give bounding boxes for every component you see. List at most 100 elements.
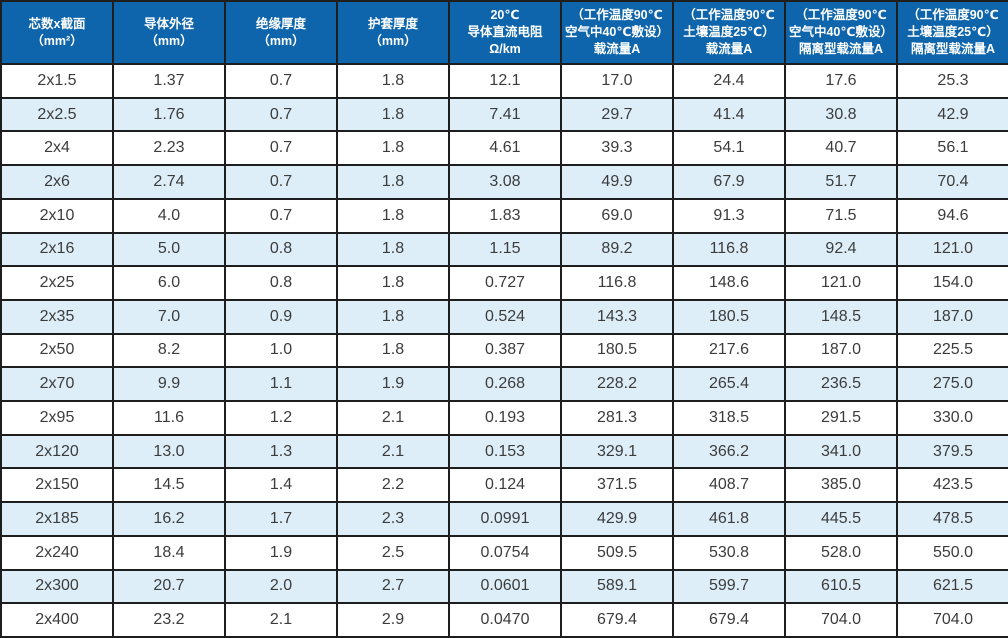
table-cell: 225.5 [896,332,1008,369]
table-cell: 330.0 [896,400,1008,436]
table-cell: 236.5 [784,366,898,403]
table-cell: 1.8 [336,298,450,335]
table-cell: 0.0754 [448,534,562,571]
table-row: 2x35 7.0 0.9 1.8 0.524 143.3 180.5 148.5 187.0 [0,298,1008,335]
column-header-cores-section: 芯数x截面 （mm²） [0,0,114,65]
row-size-cell: 2x185 [0,501,114,537]
table-cell: 0.0601 [448,568,562,605]
table-cell: 704.0 [896,602,1008,638]
table-cell: 1.2 [224,400,338,436]
table-cell: 1.4 [224,467,338,504]
table-cell: 228.2 [560,366,674,403]
table-row: 2x6 2.74 0.7 1.8 3.08 49.9 67.9 51.7 70.4 [0,164,1008,200]
table-cell: 54.1 [672,130,786,167]
table-cell: 1.1 [224,366,338,403]
table-cell: 17.0 [560,63,674,99]
column-header-dc-resistance: 20℃ 导体直流电阻 Ω/km [448,0,562,65]
table-row: 2x25 6.0 0.8 1.8 0.727 116.8 148.6 121.0 154.0 [0,265,1008,301]
table-cell: 121.0 [896,231,1008,268]
table-cell: 0.8 [224,265,338,301]
table-cell: 423.5 [896,467,1008,504]
table-cell: 0.7 [224,130,338,167]
row-size-cell: 2x150 [0,467,114,504]
table-cell: 265.4 [672,366,786,403]
table-cell: 0.7 [224,164,338,200]
table-cell: 49.9 [560,164,674,200]
row-size-cell: 2x35 [0,298,114,335]
table-cell: 2.74 [112,164,226,200]
table-cell: 4.61 [448,130,562,167]
table-cell: 13.0 [112,433,226,470]
table-cell: 0.0470 [448,602,562,638]
table-cell: 1.3 [224,433,338,470]
table-cell: 0.268 [448,366,562,403]
table-cell: 12.1 [448,63,562,99]
table-cell: 1.15 [448,231,562,268]
table-cell: 1.8 [336,63,450,99]
column-header-conductor-od: 导体外径 （mm） [112,0,226,65]
table-cell: 20.7 [112,568,226,605]
header-row: 芯数x截面 （mm²） 导体外径 （mm） 绝缘厚度 （mm） 护套厚度 （mm） 20℃ 导体直… [0,0,1008,65]
table-cell: 550.0 [896,534,1008,571]
table-cell: 56.1 [896,130,1008,167]
table-cell: 1.37 [112,63,226,99]
row-size-cell: 2x4 [0,130,114,167]
table-cell: 509.5 [560,534,674,571]
table-cell: 5.0 [112,231,226,268]
table-cell: 318.5 [672,400,786,436]
table-cell: 679.4 [672,602,786,638]
table-row: 2x1.5 1.37 0.7 1.8 12.1 17.0 24.4 17.6 25.3 [0,63,1008,99]
table-cell: 1.9 [336,366,450,403]
table-cell: 69.0 [560,197,674,234]
column-header-isolated-ampacity-air: （工作温度90℃ 空气中40℃敷设） 隔离型载流量A [784,0,898,65]
table-cell: 2.1 [336,400,450,436]
table-cell: 154.0 [896,265,1008,301]
row-size-cell: 2x70 [0,366,114,403]
table-row: 2x4 2.23 0.7 1.8 4.61 39.3 54.1 40.7 56.1 [0,130,1008,167]
table-cell: 2.23 [112,130,226,167]
table-cell: 18.4 [112,534,226,571]
table-cell: 16.2 [112,501,226,537]
row-size-cell: 2x240 [0,534,114,571]
table-cell: 143.3 [560,298,674,335]
table-row: 2x50 8.2 1.0 1.8 0.387 180.5 217.6 187.0 225.5 [0,332,1008,369]
table-cell: 40.7 [784,130,898,167]
table-cell: 51.7 [784,164,898,200]
table-row: 2x95 11.6 1.2 2.1 0.193 281.3 318.5 291.5 330.0 [0,400,1008,436]
table-cell: 621.5 [896,568,1008,605]
table-cell: 366.2 [672,433,786,470]
table-cell: 6.0 [112,265,226,301]
table-cell: 679.4 [560,602,674,638]
table-cell: 180.5 [560,332,674,369]
table-cell: 70.4 [896,164,1008,200]
table-cell: 121.0 [784,265,898,301]
table-cell: 0.9 [224,298,338,335]
table-cell: 9.9 [112,366,226,403]
table-cell: 29.7 [560,96,674,133]
table-cell: 610.5 [784,568,898,605]
table-cell: 2.7 [336,568,450,605]
table-cell: 67.9 [672,164,786,200]
table-cell: 1.76 [112,96,226,133]
table-cell: 0.7 [224,197,338,234]
table-cell: 2.2 [336,467,450,504]
table-cell: 187.0 [784,332,898,369]
table-row: 2x2.5 1.76 0.7 1.8 7.41 29.7 41.4 30.8 42.9 [0,96,1008,133]
table-cell: 116.8 [560,265,674,301]
table-cell: 704.0 [784,602,898,638]
table-cell: 0.7 [224,96,338,133]
table-cell: 478.5 [896,501,1008,537]
table-cell: 1.8 [336,130,450,167]
table-cell: 24.4 [672,63,786,99]
table-cell: 2.5 [336,534,450,571]
table-cell: 429.9 [560,501,674,537]
table-cell: 0.727 [448,265,562,301]
table-cell: 2.1 [336,433,450,470]
table-cell: 1.8 [336,231,450,268]
table-cell: 92.4 [784,231,898,268]
table-cell: 379.5 [896,433,1008,470]
row-size-cell: 2x25 [0,265,114,301]
table-body: 2x1.5 1.37 0.7 1.8 12.1 17.0 24.4 17.6 25.3 2x2.5… [0,63,1008,638]
table-cell: 0.193 [448,400,562,436]
